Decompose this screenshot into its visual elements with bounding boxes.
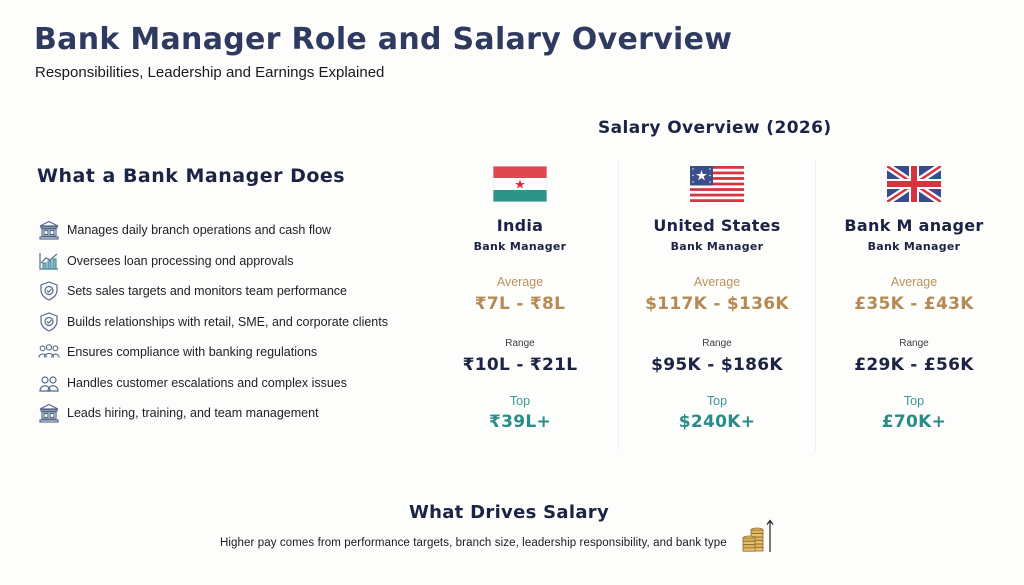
country-role: Bank Manager — [670, 240, 764, 253]
us-flag-icon — [690, 166, 744, 202]
shield-check-icon — [37, 311, 61, 333]
drivers-text: Higher pay comes from performance target… — [220, 537, 727, 549]
duty-item: Handles customer escalations and complex… — [37, 368, 427, 399]
duty-item: Manages daily branch operations and cash… — [37, 215, 427, 246]
duties-section: What a Bank Manager Does Manages daily b… — [37, 165, 427, 429]
duty-text: Builds relationships with retail, SME, a… — [67, 314, 388, 329]
page-subtitle: Responsibilities, Leadership and Earning… — [35, 64, 385, 81]
bank-building-icon — [37, 219, 61, 241]
duty-item: Leads hiring, training, and team managem… — [37, 398, 427, 429]
salary-comparison: India Bank Manager Average ₹7L - ₹8L Ran… — [422, 160, 1012, 450]
duties-title: What a Bank Manager Does — [37, 165, 346, 187]
page-title: Bank Manager Role and Salary Overview — [34, 22, 733, 57]
country-card-uk: Bank M anager Bank Manager Average £35K … — [815, 160, 1012, 450]
drivers-title-text: What Drives Salary — [408, 502, 610, 523]
country-name: Bank M anager — [844, 216, 984, 235]
uk-flag-icon — [887, 166, 941, 202]
range-label: Range — [702, 338, 732, 349]
country-role: Bank Manager — [473, 240, 567, 253]
group-people-icon — [37, 341, 61, 363]
country-name: India — [496, 216, 544, 235]
growth-chart-icon — [37, 250, 61, 272]
country-card-india: India Bank Manager Average ₹7L - ₹8L Ran… — [422, 160, 618, 450]
country-role: Bank Manager — [867, 240, 961, 253]
duty-text: Sets sales targets and monitors team per… — [67, 284, 347, 299]
average-label: Average — [496, 275, 544, 289]
duty-item: Oversees loan processing ond approvals — [37, 246, 427, 277]
coins-up-arrow-icon — [737, 518, 777, 554]
country-name: United States — [653, 216, 781, 235]
range-value: ₹10L - ₹21L — [462, 355, 578, 375]
salary-title: Salary Overview (2026) — [598, 118, 832, 138]
drivers-row: Higher pay comes from performance target… — [220, 519, 777, 554]
top-value: £70K+ — [881, 412, 947, 432]
range-value: £29K - £56K — [854, 355, 974, 375]
duty-item: Sets sales targets and monitors team per… — [37, 276, 427, 307]
range-label: Range — [505, 338, 535, 349]
average-label: Average — [693, 275, 741, 289]
shield-check-icon — [37, 280, 61, 302]
india-flag-icon — [493, 166, 547, 202]
two-people-icon — [37, 372, 61, 394]
average-value: ₹7L - ₹8L — [474, 294, 566, 314]
duty-text: Leads hiring, training, and team managem… — [67, 406, 319, 421]
average-value: $117K - $136K — [645, 294, 789, 314]
top-value: $240K+ — [678, 412, 756, 432]
range-label: Range — [899, 338, 929, 349]
country-card-us: United States Bank Manager Average $117K… — [618, 160, 815, 450]
duty-text: Oversees loan processing ond approvals — [67, 253, 294, 268]
drivers-title: What Drives Salary — [0, 502, 1024, 523]
top-value: ₹39L+ — [488, 412, 552, 432]
duty-text: Handles customer escalations and complex… — [67, 375, 347, 390]
duty-text: Manages daily branch operations and cash… — [67, 223, 332, 238]
range-value: $95K - $186K — [651, 355, 783, 375]
average-value: £35K - £43K — [854, 294, 974, 314]
top-label: Top — [706, 394, 728, 408]
top-label: Top — [903, 394, 925, 408]
duty-text: Ensures compliance with banking regulati… — [67, 345, 318, 360]
bank-building-icon — [37, 402, 61, 424]
duty-list: Manages daily branch operations and cash… — [37, 215, 427, 429]
average-label: Average — [890, 275, 938, 289]
top-label: Top — [509, 394, 531, 408]
duty-item: Ensures compliance with banking regulati… — [37, 337, 427, 368]
duty-item: Builds relationships with retail, SME, a… — [37, 307, 427, 338]
